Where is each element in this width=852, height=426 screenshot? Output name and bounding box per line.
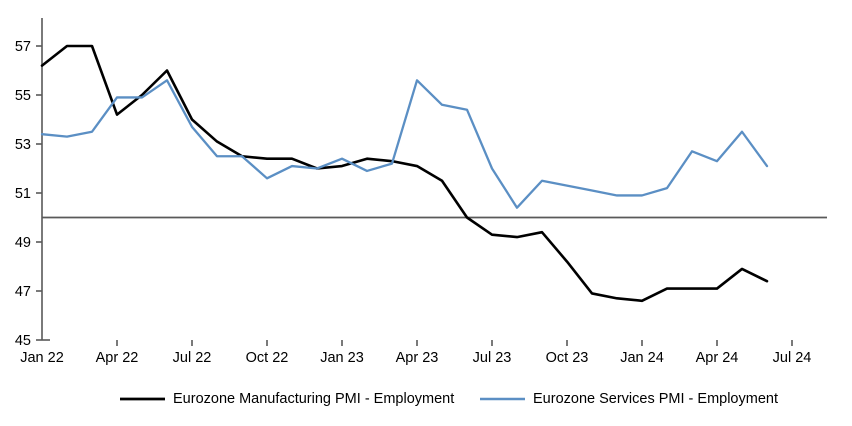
legend-label-manufacturing: Eurozone Manufacturing PMI - Employment — [173, 391, 454, 407]
y-axis: 45 47 49 51 53 55 57 — [15, 18, 43, 349]
x-tick-label: Jan 23 — [320, 350, 364, 366]
series-line-services — [40, 79, 769, 209]
y-tick-label: 55 — [15, 88, 31, 104]
y-tick-label: 53 — [15, 137, 31, 153]
y-tick-label: 45 — [15, 333, 31, 349]
x-tick-label: Oct 23 — [546, 350, 589, 366]
y-tick-label: 57 — [15, 39, 31, 55]
x-tick-label: Apr 22 — [96, 350, 139, 366]
x-tick-label: Oct 22 — [246, 350, 289, 366]
x-tick-label: Jan 24 — [620, 350, 664, 366]
x-tick-label: Jul 24 — [773, 350, 812, 366]
x-axis: Jan 22 Apr 22 Jul 22 Oct 22 Jan 23 Apr 23 Jul … — [20, 339, 812, 366]
legend-label-services: Eurozone Services PMI - Employment — [533, 391, 778, 407]
series-line-manufacturing — [40, 44, 769, 303]
y-tick-label: 49 — [15, 235, 31, 251]
x-tick-label: Apr 23 — [396, 350, 439, 366]
x-tick-label: Apr 24 — [696, 350, 739, 366]
x-tick-label: Jul 23 — [473, 350, 512, 366]
series-lines — [40, 44, 769, 303]
chart-legend: Eurozone Manufacturing PMI - Employment E… — [120, 391, 778, 407]
y-tick-label: 47 — [15, 284, 31, 300]
y-tick-label: 51 — [15, 186, 31, 202]
x-tick-label: Jan 22 — [20, 350, 64, 366]
x-tick-label: Jul 22 — [173, 350, 212, 366]
